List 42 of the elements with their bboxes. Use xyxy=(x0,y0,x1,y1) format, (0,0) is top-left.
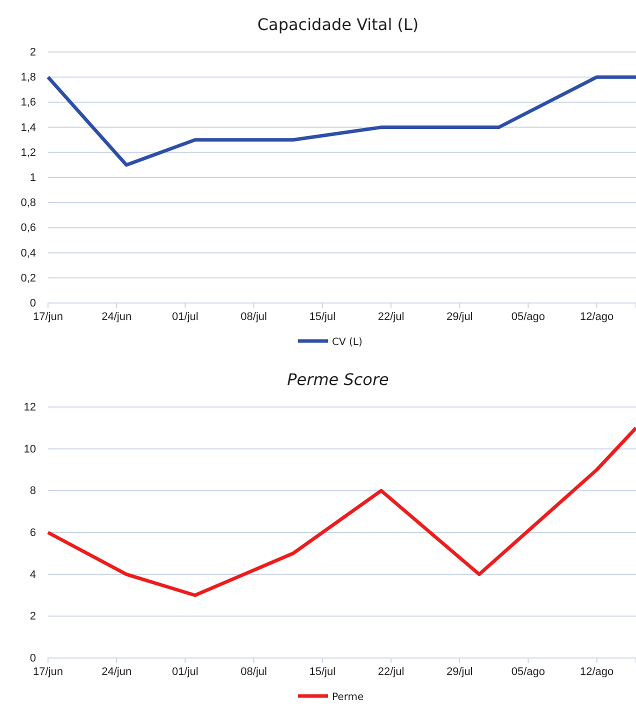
x-tick-label: 01/jul xyxy=(172,666,198,678)
y-tick-label: 8 xyxy=(30,485,36,498)
y-tick-label: 2 xyxy=(30,46,36,59)
x-tick-label: 08/jul xyxy=(240,310,267,323)
y-tick-label: 0,6 xyxy=(20,222,36,234)
y-tick-label: 2 xyxy=(30,610,36,623)
x-tick-label: 05/ago xyxy=(511,310,546,323)
y-tick-label: 1,2 xyxy=(20,146,36,159)
legend-label: Perme xyxy=(332,692,364,703)
chart-title: Perme Score xyxy=(287,370,390,389)
x-tick-label: 15/jul xyxy=(309,310,336,323)
x-tick-label: 29/jul xyxy=(446,666,473,678)
y-tick-label: 1,8 xyxy=(20,72,36,84)
y-tick-label: 1,6 xyxy=(20,96,36,109)
y-tick-label: 4 xyxy=(30,568,36,581)
x-tick-label: 05/ago xyxy=(511,666,546,678)
x-tick-label: 22/jul xyxy=(378,310,404,323)
x-tick-label: 15/jul xyxy=(309,666,336,678)
x-tick-label: 12/ago xyxy=(580,310,614,323)
chart-title: Capacidade Vital (L) xyxy=(257,15,419,34)
x-tick-label: 12/ago xyxy=(580,666,614,678)
line-series xyxy=(46,426,636,597)
x-tick-label: 29/jul xyxy=(446,310,473,323)
y-tick-label: 0,4 xyxy=(20,247,36,260)
y-tick-label: 0,2 xyxy=(20,272,36,284)
y-tick-label: 0 xyxy=(30,298,36,310)
y-tick-label: 10 xyxy=(24,443,36,456)
y-tick-label: 0 xyxy=(30,652,36,665)
x-tick-label: 17/jun xyxy=(33,310,63,323)
y-tick-label: 6 xyxy=(30,527,36,540)
line-series xyxy=(46,75,636,167)
x-tick-label: 24/jun xyxy=(102,666,132,678)
y-tick-label: 1,4 xyxy=(20,122,36,134)
x-tick-label: 24/jun xyxy=(102,310,132,323)
y-tick-label: 12 xyxy=(24,402,36,414)
y-tick-label: 0,8 xyxy=(20,197,36,210)
y-tick-label: 1 xyxy=(30,172,36,184)
x-tick-label: 17/jun xyxy=(33,666,63,678)
x-tick-label: 22/jul xyxy=(378,666,404,678)
legend-label: CV (L) xyxy=(332,337,362,348)
x-tick-label: 08/jul xyxy=(240,666,267,678)
x-tick-label: 01/jul xyxy=(172,310,198,323)
